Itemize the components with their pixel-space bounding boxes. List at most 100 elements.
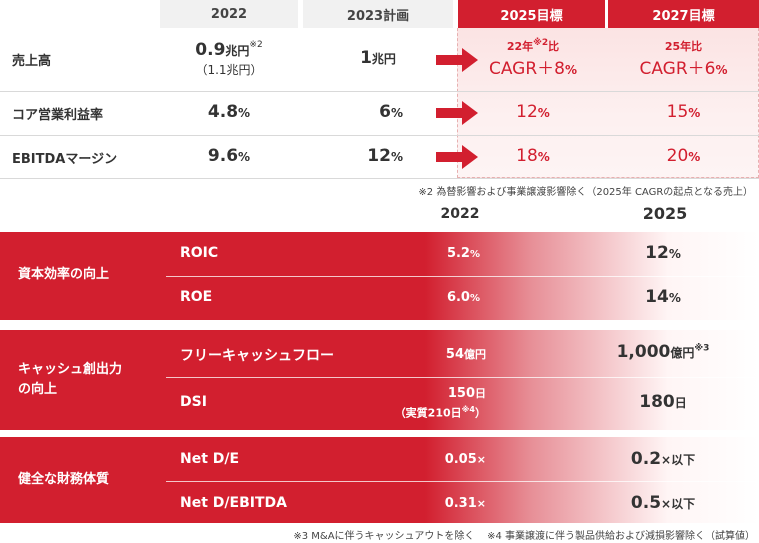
value: 0.9 xyxy=(195,40,226,60)
label: 22年 xyxy=(506,40,534,53)
unit: % xyxy=(238,106,251,120)
footnote-4: ※4 事業譲渡に伴う製品供給および減損影響除く（試算値） xyxy=(487,531,755,542)
footnotes-3-4: ※3 M&Aに伴うキャッシュアウトを除く ※4 事業譲渡に伴う製品供給および減損… xyxy=(293,527,755,542)
sales-2023: 1兆円 xyxy=(303,48,453,68)
unit: % xyxy=(537,106,550,120)
value: 0.2 xyxy=(630,449,662,469)
core-margin-2023: 6% xyxy=(303,102,453,122)
item-divider xyxy=(166,377,759,378)
category-label-line1: キャッシュ創出力 xyxy=(18,362,123,377)
value: 6 xyxy=(379,102,391,122)
roe-2025: 14% xyxy=(568,287,758,307)
dsi-2022: 150日 （実質210日※4） xyxy=(380,386,486,422)
unit: % xyxy=(715,63,728,77)
sales-2022-sub: （1.1兆円） xyxy=(195,63,263,77)
value: 14 xyxy=(645,287,669,307)
ebitda-margin-2027: 20% xyxy=(608,146,759,166)
net-d-ebitda-2025: 0.5×以下 xyxy=(568,493,758,513)
item-label-roic: ROIC xyxy=(180,245,219,261)
row-divider xyxy=(0,91,759,92)
roe-2022: 6.0% xyxy=(400,290,480,305)
item-divider xyxy=(166,481,759,482)
unit: × xyxy=(476,497,486,510)
footnote-2: ※2 為替影響および事業譲渡影響除く（2025年 CAGRの起点となる売上） xyxy=(418,187,753,198)
group-cash-generation: キャッシュ創出力 の向上 フリーキャッシュフロー 54億円 1,000億円※3 … xyxy=(0,330,759,430)
unit: % xyxy=(390,106,403,120)
category-label: キャッシュ創出力 の向上 xyxy=(18,360,122,400)
unit: % xyxy=(688,106,701,120)
arrow-right-icon xyxy=(436,145,478,169)
ebitda-margin-2025: 18% xyxy=(478,146,588,166)
value: CAGR＋6 xyxy=(639,59,716,79)
sales-2025: 22年※2比 CAGR＋8% xyxy=(478,38,588,79)
core-margin-2025: 12% xyxy=(478,102,588,122)
unit: 兆円 xyxy=(225,44,250,58)
core-margin-2027: 15% xyxy=(608,102,759,122)
value: 18 xyxy=(516,146,538,166)
item-label-net-d-ebitda: Net D/EBITDA xyxy=(180,495,287,511)
unit: ×以下 xyxy=(661,497,696,511)
value: 0.05 xyxy=(444,452,477,467)
unit: % xyxy=(668,247,681,261)
row-divider xyxy=(0,135,759,136)
item-label-dsi: DSI xyxy=(180,394,207,410)
roic-2025: 12% xyxy=(568,243,758,263)
label: 比 xyxy=(548,40,560,53)
fcf-2022: 54億円 xyxy=(390,346,486,362)
value: CAGR＋8 xyxy=(488,59,565,79)
year-2025-label: 2025 xyxy=(642,204,688,223)
unit: % xyxy=(564,63,578,77)
value: 5.2 xyxy=(446,246,470,261)
value: 180 xyxy=(639,392,675,412)
value: 9.6 xyxy=(207,146,239,166)
unit: % xyxy=(390,150,403,164)
ebitda-margin-2023: 12% xyxy=(303,146,453,166)
unit: % xyxy=(469,293,480,304)
category-label: 健全な財務体質 xyxy=(18,472,110,487)
value: 6.0 xyxy=(446,290,470,305)
net-de-2022: 0.05× xyxy=(400,452,486,467)
item-label-net-de: Net D/E xyxy=(180,451,240,467)
unit: ×以下 xyxy=(661,453,696,467)
category-label: 資本効率の向上 xyxy=(18,267,110,282)
sales-2027: 25年比 CAGR＋6% xyxy=(608,38,759,79)
value: 0.5 xyxy=(630,493,662,513)
arrow-right-icon xyxy=(436,101,478,125)
ebitda-margin-2022: 9.6% xyxy=(160,146,298,166)
footnote-mark: ※2 xyxy=(249,40,263,50)
label: 25年比 xyxy=(664,40,703,53)
value: 1 xyxy=(360,48,372,68)
item-label-fcf: フリーキャッシュフロー xyxy=(180,348,334,364)
net-d-ebitda-2022: 0.31× xyxy=(400,496,486,511)
header-2027-target: 2027目標 xyxy=(608,0,759,28)
row-label-ebitda-margin: EBITDAマージン xyxy=(12,152,118,167)
value: 1,000 xyxy=(616,342,671,362)
row-label-core-op-margin: コア営業利益率 xyxy=(12,108,104,123)
category-label-line2: の向上 xyxy=(18,382,58,397)
targets-table: 2022 2023計画 2025目標 2027目標 売上高 0.9兆円※2 （1… xyxy=(0,0,759,180)
unit: % xyxy=(668,291,681,305)
footnote-mark: ※2 xyxy=(533,38,549,48)
unit: % xyxy=(238,150,251,164)
arrow-right-icon xyxy=(436,48,478,72)
group-capital-efficiency: 資本効率の向上 ROIC 5.2% 12% ROE 6.0% 14% xyxy=(0,232,759,320)
item-divider xyxy=(166,276,759,277)
header-2025-target: 2025目標 xyxy=(458,0,605,28)
dsi-2025: 180日 xyxy=(568,392,758,412)
unit: 日 xyxy=(674,396,687,410)
unit: × xyxy=(476,453,486,466)
header-2022: 2022 xyxy=(160,0,298,28)
unit: % xyxy=(537,150,550,164)
unit: 日 xyxy=(475,387,486,400)
roic-2022: 5.2% xyxy=(400,246,480,261)
footnote-mark: ※3 xyxy=(694,343,710,354)
unit: % xyxy=(469,249,480,260)
value: 12 xyxy=(645,243,669,263)
footnote-mark: ※4 xyxy=(461,405,475,414)
value: 0.31 xyxy=(444,496,477,511)
core-margin-2022: 4.8% xyxy=(160,102,298,122)
footnote-3: ※3 M&Aに伴うキャッシュアウトを除く xyxy=(293,531,475,542)
value: 12 xyxy=(367,146,391,166)
item-label-roe: ROE xyxy=(180,289,213,305)
value: 15 xyxy=(666,102,689,122)
